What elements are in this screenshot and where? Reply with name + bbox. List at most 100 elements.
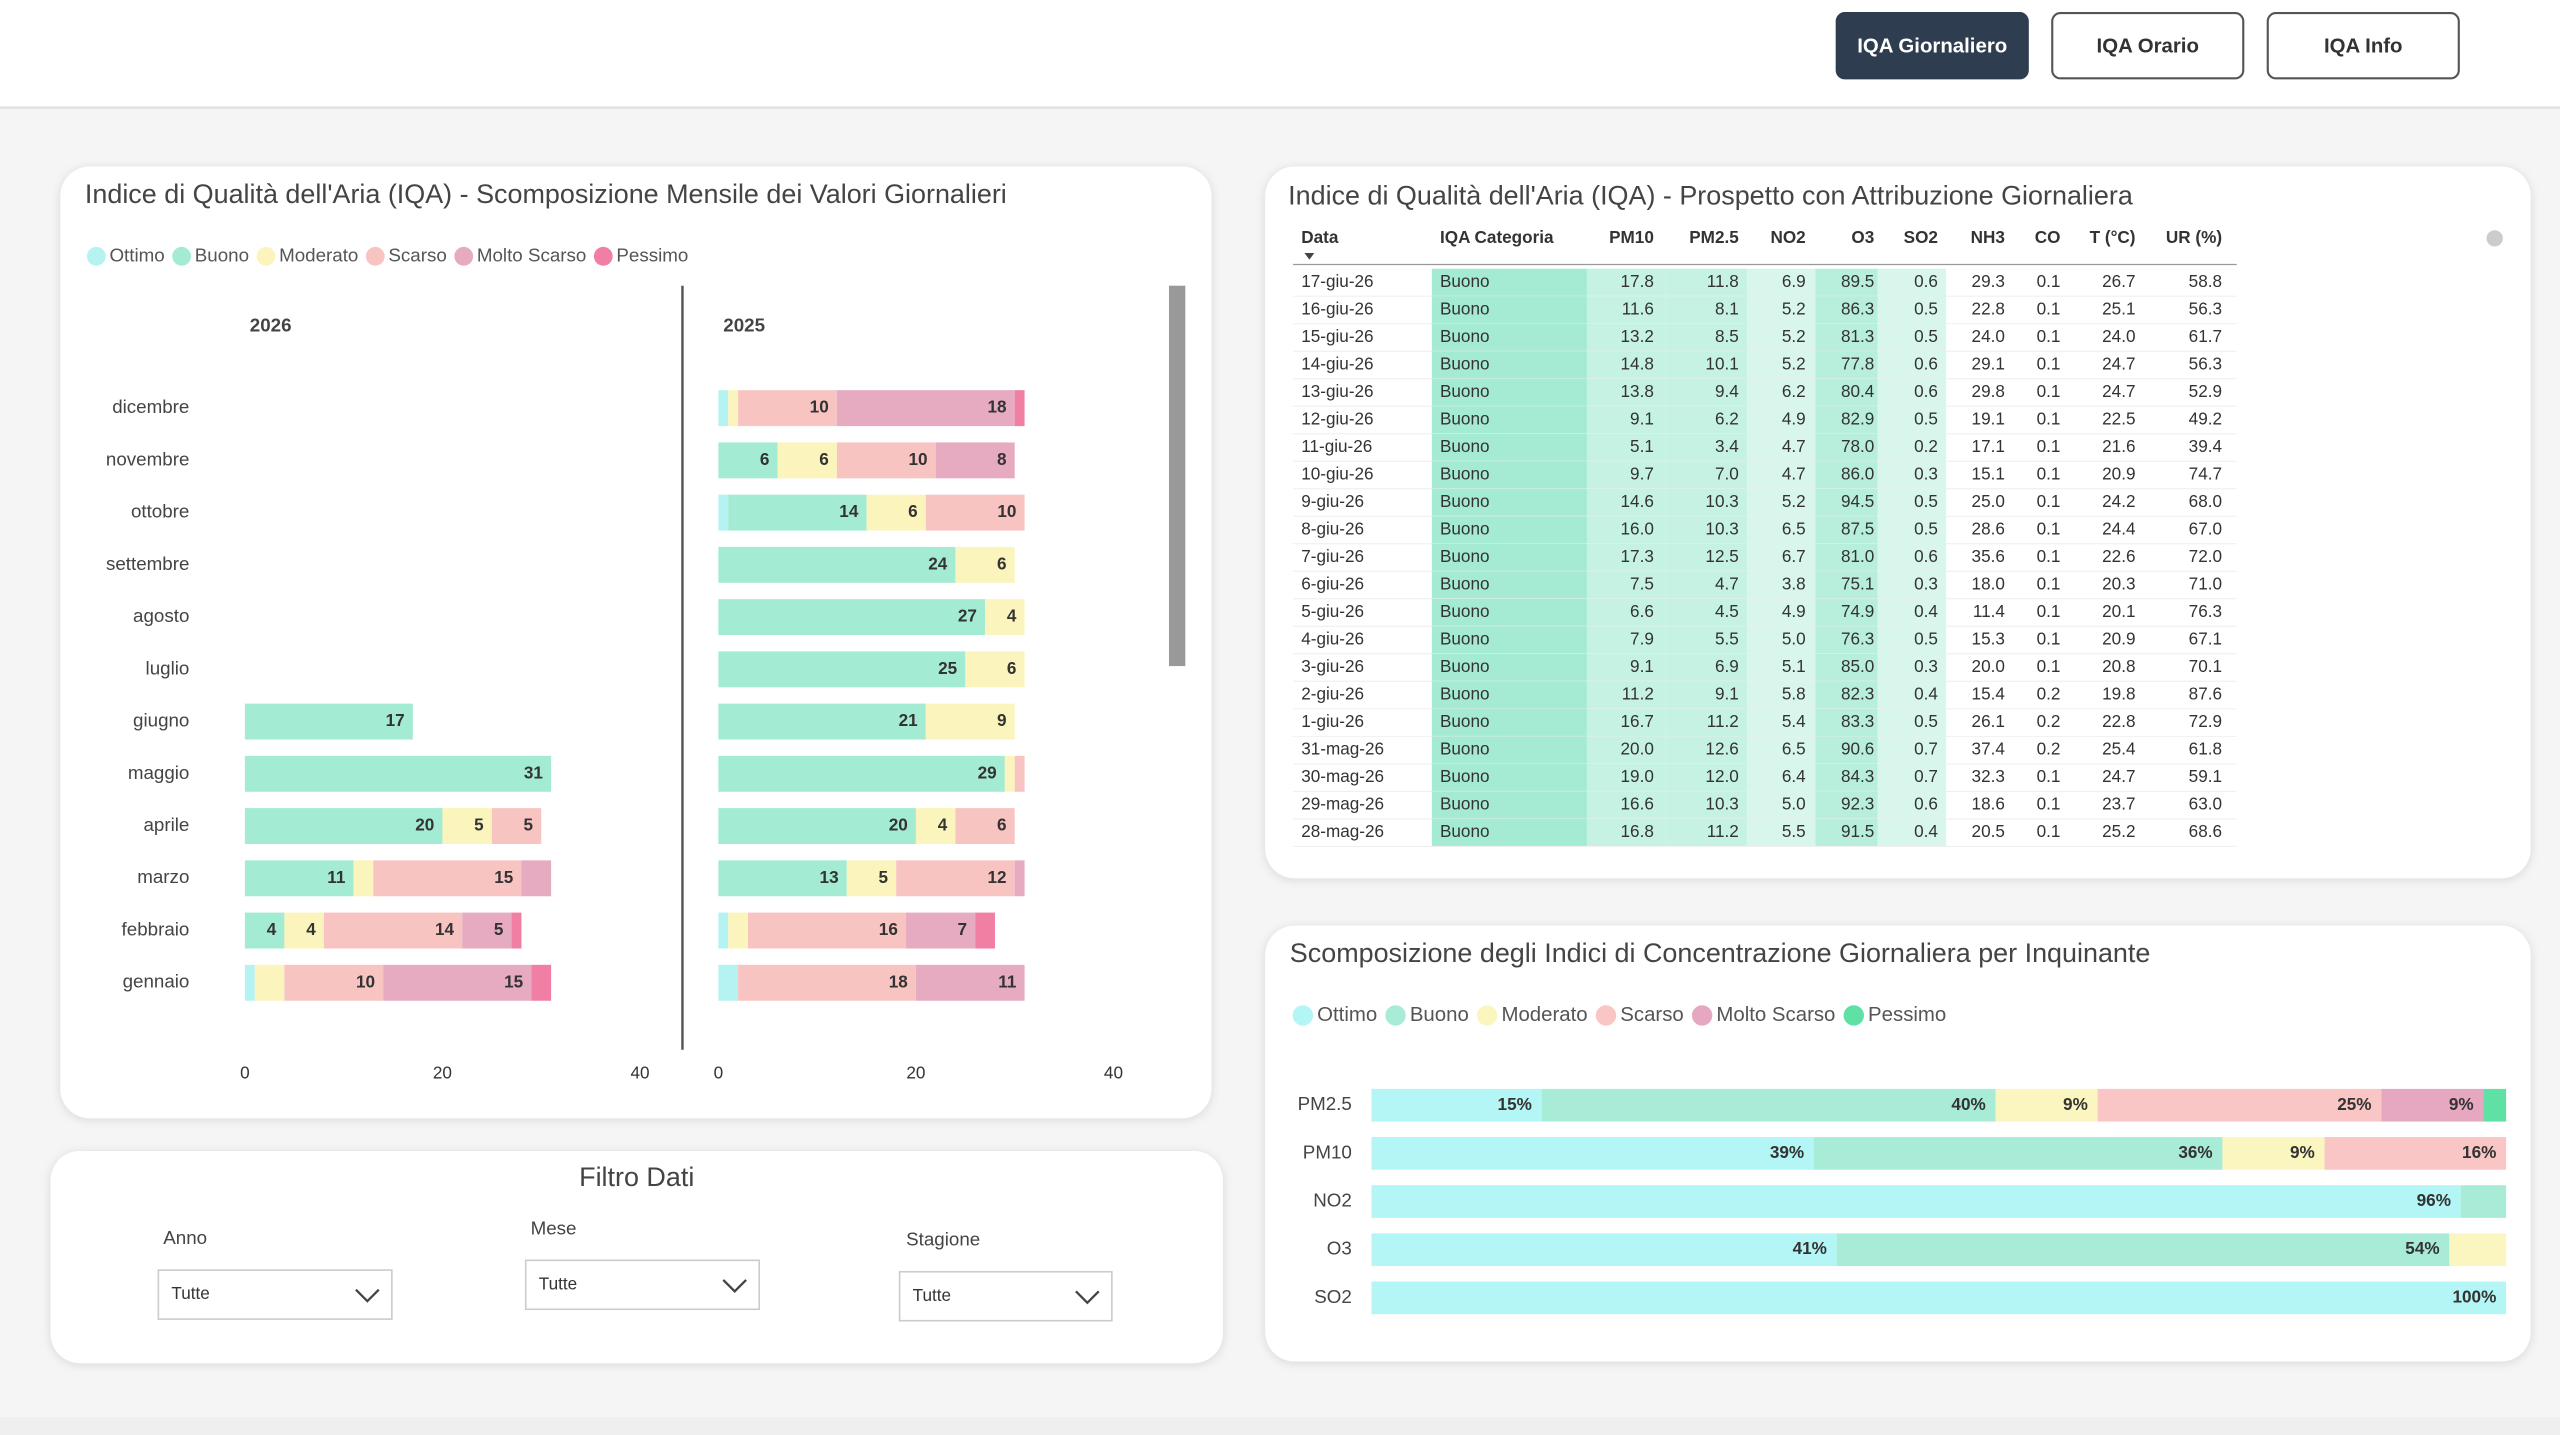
bar-segment: [965, 651, 1025, 688]
table-cell: 25.2: [2102, 821, 2135, 841]
table-cell: 18.6: [1972, 794, 2005, 814]
cell-background: [1431, 818, 1587, 847]
bar-segment: [442, 808, 492, 845]
cell-background: [1815, 378, 1878, 407]
dropdown-value[interactable]: Tutte: [539, 1273, 577, 1293]
legend-marker: [1476, 1005, 1498, 1026]
table-cell: 89.5: [1841, 271, 1874, 291]
cell-background: [1746, 736, 1816, 764]
bar-segment: [925, 494, 1025, 531]
bar-segment: [955, 546, 1015, 583]
table-cell: 0.1: [2037, 491, 2061, 511]
data-label: 24: [928, 553, 948, 573]
dropdown-chevron[interactable]: [1075, 1290, 1100, 1305]
table-cell: 20.0: [1621, 739, 1654, 759]
table-cell: 20.8: [2102, 656, 2135, 676]
data-label: 4: [1007, 606, 1017, 626]
data-label: 5: [494, 919, 504, 939]
cell-background: [1665, 461, 1747, 489]
nav-button[interactable]: [1835, 11, 2029, 80]
table-cell: 87.5: [1841, 519, 1874, 539]
dropdown[interactable]: [157, 1269, 393, 1320]
table-cell: 77.8: [1841, 353, 1874, 373]
cell-background: [1586, 791, 1666, 819]
cell-background: [1665, 543, 1747, 572]
bar-segment: [244, 808, 443, 845]
table-cell: 0.1: [2037, 629, 2061, 649]
data-label: 25%: [2337, 1094, 2371, 1114]
table-cell: 4.9: [1782, 409, 1806, 429]
nav-button-label[interactable]: IQA Info: [2324, 36, 2403, 58]
nav-button-label[interactable]: IQA Giornaliero: [1857, 36, 2007, 58]
cell-background: [1586, 351, 1666, 379]
table-cell: 22.8: [1972, 298, 2005, 318]
scrollbar[interactable]: [2486, 230, 2503, 247]
bar-segment: [2483, 1088, 2507, 1122]
table-cell: 6.2: [1782, 381, 1806, 401]
table-cell: 6.7: [1782, 546, 1806, 566]
table-cell: 0.1: [2037, 601, 2061, 621]
cell-background: [1877, 708, 1947, 737]
cell-background: [1431, 543, 1587, 572]
cell-background: [1815, 571, 1878, 599]
data-label: 6: [997, 815, 1007, 835]
cell-background: [1877, 406, 1947, 434]
data-label: 17: [386, 710, 405, 730]
cell-background: [1586, 708, 1666, 737]
scrollbar[interactable]: [1168, 285, 1186, 667]
y-tick-label: NO2: [1313, 1190, 1352, 1211]
y-tick-label: giugno: [133, 710, 189, 731]
table-cell: 24.7: [2102, 353, 2135, 373]
table-cell: Buono: [1440, 464, 1490, 484]
nav-button-label[interactable]: IQA Orario: [2097, 36, 2199, 58]
data-label: 4: [267, 919, 277, 939]
cell-background: [1746, 378, 1816, 407]
cell-background: [1746, 626, 1816, 654]
cell-background: [1815, 351, 1878, 379]
table-cell: 0.2: [2037, 711, 2061, 731]
data-label: 15: [494, 867, 514, 887]
cell-background: [1431, 461, 1587, 489]
table-cell: 20.9: [2102, 629, 2135, 649]
table-cell: 76.3: [1841, 629, 1874, 649]
cell-background: [1746, 791, 1816, 819]
dropdown-chevron[interactable]: [355, 1288, 380, 1303]
table-cell: 0.1: [2037, 766, 2061, 786]
bar-segment: [915, 964, 1025, 1001]
data-label: 29: [978, 762, 997, 782]
table-cell: 5.1: [1782, 656, 1806, 676]
cell-background: [1665, 653, 1747, 682]
dropdown[interactable]: [898, 1270, 1113, 1322]
table-cell: 29.8: [1972, 381, 2005, 401]
table-cell: 0.5: [1914, 629, 1938, 649]
data-label: 41%: [1793, 1238, 1827, 1258]
nav-button[interactable]: [2266, 11, 2460, 80]
bar-segment: [738, 390, 837, 427]
cell-background: [1665, 378, 1747, 407]
dropdown[interactable]: [524, 1259, 760, 1311]
table-cell: 12.6: [1705, 739, 1738, 759]
bar-segment: [718, 546, 956, 583]
bar-segment: [718, 442, 778, 479]
bar-segment: [866, 494, 926, 531]
cell-background: [1586, 516, 1666, 544]
cell-background: [1431, 571, 1587, 599]
table-cell: Buono: [1440, 519, 1490, 539]
dropdown-chevron[interactable]: [722, 1279, 747, 1293]
cell-background: [1877, 791, 1947, 819]
nav-button[interactable]: [2051, 11, 2245, 80]
table-cell: 16.7: [1621, 711, 1654, 731]
dropdown-value[interactable]: Tutte: [171, 1283, 209, 1303]
table-cell: 0.1: [2037, 546, 2061, 566]
table-cell: 29.1: [1972, 353, 2005, 373]
bar-segment: [718, 912, 729, 949]
dropdown-value[interactable]: Tutte: [913, 1285, 951, 1305]
cell-background: [1746, 296, 1816, 324]
data-label: 39%: [1770, 1142, 1804, 1162]
cell-background: [1815, 543, 1878, 572]
table-cell: 5.0: [1782, 629, 1806, 649]
table-cell: 31-mag-26: [1301, 739, 1384, 759]
column-header: T (°C): [2090, 227, 2136, 247]
table-cell: 0.4: [1914, 821, 1938, 841]
cell-background: [1746, 598, 1816, 627]
